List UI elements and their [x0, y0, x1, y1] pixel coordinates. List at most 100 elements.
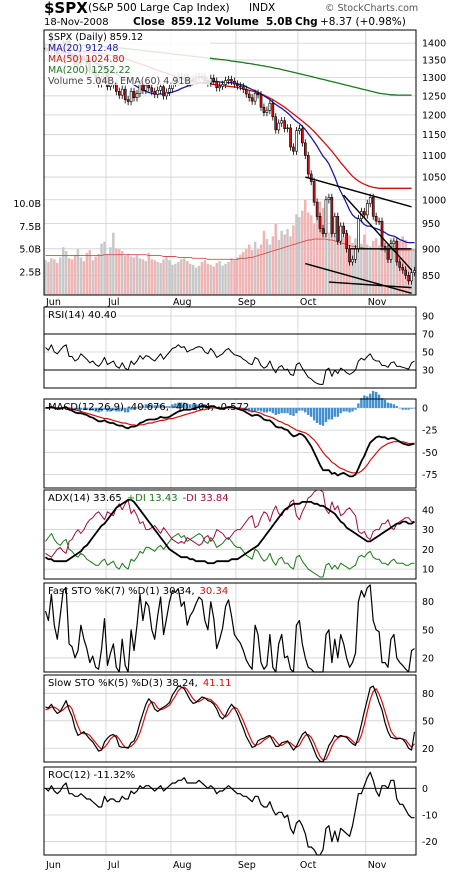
- volume-bar-116: [386, 244, 390, 295]
- candle-body-67: [242, 86, 245, 90]
- candle-body-38: [156, 90, 159, 95]
- macd-hist-bar-18: [97, 407, 100, 413]
- volume-bar-68: [245, 249, 248, 295]
- macd-hist-bar-19: [100, 407, 103, 412]
- volume-bar-70: [250, 250, 254, 295]
- volume-bar-6: [62, 247, 65, 295]
- candle-body-113: [377, 220, 381, 223]
- macd-hist-bar-119: [395, 406, 398, 408]
- candle-body-57: [212, 78, 216, 82]
- price-legend-1: MA(20) 912.48: [48, 43, 118, 54]
- volume-bar-62: [227, 262, 230, 295]
- macd-hist-bar-114: [380, 398, 384, 408]
- candle-body-59: [218, 86, 221, 89]
- macd-hist-bar-125: [413, 407, 416, 409]
- volume-bar-3: [53, 259, 56, 296]
- candle-body-96: [327, 197, 331, 200]
- volume-bar-28: [126, 253, 130, 296]
- rsi-y-tick-3: 90: [422, 312, 434, 323]
- volume-bar-105: [354, 238, 357, 295]
- price-x-tick-0: Jun: [45, 297, 61, 308]
- macd-hist-bar-122: [404, 407, 407, 410]
- slow-sto-k-line: [45, 685, 416, 763]
- candle-body-31: [135, 93, 139, 98]
- volume-bar-104: [351, 242, 354, 296]
- rsi-line: [45, 344, 415, 385]
- candle-body-34: [144, 84, 148, 91]
- volume-y-tick-0: 10.0B: [13, 199, 41, 210]
- candle-body-116: [386, 248, 390, 260]
- header-exchange: INDX: [249, 2, 276, 14]
- macd-hist-bar-17: [94, 407, 97, 412]
- volume-bar-113: [377, 245, 381, 295]
- volume-bar-17: [94, 256, 97, 295]
- volume-bar-76: [268, 244, 272, 295]
- candle-body-41: [165, 91, 168, 97]
- candle-body-82: [286, 127, 289, 130]
- volume-bar-5: [59, 257, 62, 295]
- volume-bar-92: [315, 216, 319, 295]
- candle-body-63: [230, 79, 233, 82]
- rsi-y-tick-0: 30: [422, 366, 434, 377]
- candle-body-75: [265, 109, 269, 113]
- candle-body-120: [398, 261, 402, 268]
- candle-body-87: [300, 128, 304, 144]
- volume-bar-100: [339, 240, 342, 295]
- volume-bar-91: [312, 223, 316, 295]
- volume-bar-102: [345, 229, 348, 295]
- candle-body-83: [289, 127, 292, 148]
- volume-bar-85: [295, 214, 298, 295]
- candle-body-92: [315, 201, 319, 217]
- candle-body-39: [159, 86, 162, 91]
- volume-bar-75: [265, 239, 269, 295]
- macd-hist-bar-46: [180, 402, 183, 408]
- volume-bar-42: [168, 260, 171, 295]
- macd-hist-bar-23: [112, 407, 115, 411]
- volume-bar-0: [44, 260, 47, 295]
- volume-bar-15: [88, 250, 91, 295]
- macd-hist-bar-93: [318, 407, 322, 425]
- volume-bar-74: [262, 230, 266, 295]
- volume-bar-44: [174, 263, 177, 295]
- slow-sto-y-tick-1: 50: [422, 716, 434, 727]
- volume-bar-95: [324, 229, 328, 295]
- price-y-tick-4: 1050: [422, 173, 446, 184]
- volume-bar-82: [286, 229, 289, 295]
- macd-hist-bar-100: [339, 407, 342, 414]
- macd-hist-bar-29: [129, 407, 133, 410]
- macd-hist-bar-121: [401, 407, 404, 410]
- volume-bar-81: [283, 234, 286, 295]
- macd-hist-bar-32: [138, 406, 142, 408]
- volume-bar-34: [144, 261, 148, 295]
- volume-bar-30: [132, 257, 136, 295]
- macd-hist-bar-12: [79, 407, 83, 410]
- macd-hist-bar-106: [357, 403, 360, 408]
- volume-bar-87: [301, 210, 304, 295]
- macd-hist-bar-15: [88, 407, 91, 411]
- price-y-tick-1: 900: [422, 244, 440, 255]
- macd-hist-bar-44: [174, 403, 177, 408]
- volume-bar-78: [274, 223, 277, 295]
- volume-bar-72: [256, 249, 260, 295]
- macd-signal-line: [45, 407, 415, 474]
- macd-hist-bar-92: [315, 407, 319, 423]
- price-x-tick-5: Nov: [368, 297, 387, 308]
- candle-body-90: [309, 173, 313, 182]
- macd-hist-bar-85: [295, 407, 298, 414]
- price-legend-3: MA(200) 1252.22: [48, 65, 131, 76]
- volume-bar-1: [47, 262, 50, 295]
- volume-bar-90: [310, 215, 313, 296]
- candle-body-125: [413, 270, 416, 274]
- macd-hist-bar-104: [351, 407, 354, 412]
- macd-hist-bar-99: [336, 407, 339, 417]
- macd-hist-bar-115: [383, 399, 387, 408]
- macd-hist-bar-80: [280, 407, 283, 414]
- candle-body-93: [318, 216, 322, 229]
- header-chg-value: +8.37 (+0.98%): [320, 16, 406, 28]
- macd-hist-bar-45: [177, 402, 180, 408]
- volume-bar-77: [271, 236, 275, 295]
- volume-bar-40: [162, 259, 165, 296]
- candle-body-74: [262, 106, 266, 113]
- macd-hist-bar-95: [324, 407, 328, 423]
- candle-body-68: [244, 88, 248, 95]
